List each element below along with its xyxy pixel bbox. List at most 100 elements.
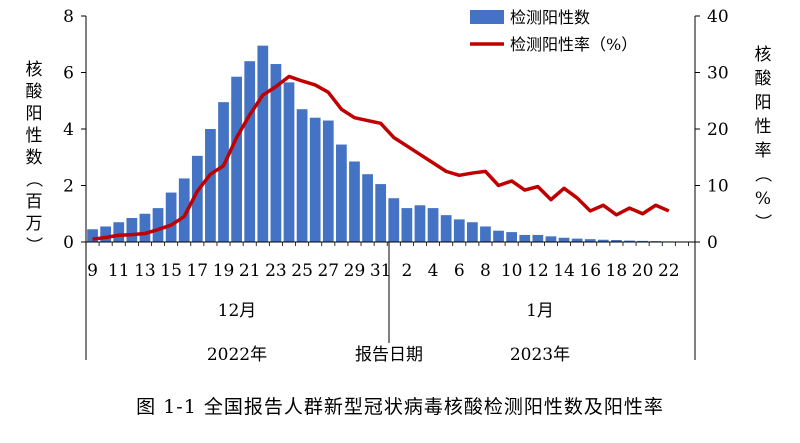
x-tick-label: 22 (658, 261, 680, 281)
x-title: 报告日期 (355, 345, 423, 365)
bar (611, 240, 622, 242)
y-left-tick-label: 6 (63, 64, 74, 84)
rate-line (92, 74, 670, 241)
x-title-bg (343, 343, 435, 365)
y-right-tick-label: 30 (707, 64, 729, 84)
x-tick-label: 21 (239, 261, 261, 281)
bar (349, 161, 360, 242)
bar (532, 234, 544, 242)
y-left-ticks: 0 2 4 6 8 (63, 7, 86, 253)
bar (113, 222, 125, 242)
y-right-tick-label: 20 (707, 120, 729, 140)
bar (388, 198, 400, 242)
x-tick-label: 20 (632, 261, 654, 281)
x-day-labels: 9 11 13 15 17 19 21 23 25 27 29 31 2 4 6 8 10 12 14 16 18 20 2… (85, 242, 689, 281)
x-tick-label: 10 (501, 261, 523, 281)
bar (558, 237, 570, 242)
x-tick-label: 8 (480, 261, 491, 281)
bar (597, 239, 609, 242)
axis-title-char: % (755, 189, 771, 209)
x-tick-label: 16 (579, 261, 601, 281)
x-tick-label: 13 (134, 261, 156, 281)
bar (100, 226, 112, 242)
bar (231, 76, 242, 243)
bar (440, 215, 452, 242)
axis-title-char: 万 (26, 214, 43, 234)
bar (205, 129, 216, 242)
x-tick-label: 12 (527, 261, 549, 281)
bar (270, 64, 282, 242)
x-tick-label: 14 (553, 261, 575, 281)
y-left-tick-label: 0 (63, 233, 74, 253)
bar (336, 144, 347, 242)
x-tick-label: 25 (291, 261, 313, 281)
y-right-tick-label: 40 (707, 7, 729, 27)
x-tick-label: 19 (213, 261, 235, 281)
axis-title-char: ） (752, 214, 772, 231)
axis-title-char: 性 (26, 126, 43, 146)
axis-title-char: 率 (755, 141, 772, 161)
bar (87, 229, 98, 242)
year-label-2022: 2022年 (207, 345, 267, 365)
legend-bar-label: 检测阳性数 (510, 8, 590, 27)
bar (401, 208, 413, 242)
bar (152, 208, 164, 242)
x-tick-label: 6 (454, 261, 465, 281)
month-label-jan: 1月 (526, 301, 554, 321)
x-tick-label: 11 (108, 261, 130, 281)
bar (165, 192, 177, 242)
bar (178, 178, 190, 242)
month-label-dec: 12月 (218, 301, 257, 321)
x-tick-label: 2 (401, 261, 412, 281)
bar (322, 120, 334, 242)
bar (244, 61, 256, 243)
bar (519, 234, 531, 242)
axis-title-char: 阳 (26, 104, 43, 124)
legend-bar-swatch (470, 10, 504, 24)
y-left-tick-label: 2 (63, 177, 74, 197)
bar (296, 109, 308, 242)
bar (624, 240, 635, 242)
bar (545, 236, 557, 242)
y-right-ticks: 0 10 20 30 40 (695, 7, 729, 253)
x-tick-label: 17 (186, 261, 208, 281)
bar (362, 174, 373, 242)
bar (427, 208, 439, 242)
bar (584, 239, 596, 242)
bar (493, 230, 504, 242)
legend-line-label: 检测阳性率（%） (510, 35, 637, 54)
y-left-tick-label: 8 (63, 7, 74, 27)
y-right-tick-label: 0 (707, 233, 718, 253)
bar (466, 222, 478, 242)
bar (139, 213, 151, 242)
x-tick-label: 4 (428, 261, 439, 281)
bar (309, 117, 321, 242)
bar (637, 240, 648, 242)
x-tick-label: 9 (87, 261, 98, 281)
bar (126, 217, 138, 242)
axis-title-char: ） (23, 237, 43, 254)
bar (218, 102, 229, 242)
axis-title-char: （ (23, 171, 43, 188)
bar (257, 45, 269, 242)
x-tick-label: 27 (317, 261, 339, 281)
axis-title-char: 阳 (755, 93, 772, 113)
legend: 检测阳性数 检测阳性率（%） (470, 8, 637, 54)
axis-title-char: 百 (26, 192, 43, 212)
bar (414, 205, 426, 242)
axis-title-char: 核 (755, 45, 772, 65)
axis-title-char: 酸 (755, 69, 772, 89)
axis-title-char: 性 (755, 117, 772, 137)
x-tick-label: 29 (344, 261, 366, 281)
axis-title-char: 核 (26, 60, 43, 80)
y-left-tick-label: 4 (63, 120, 74, 140)
bar (571, 238, 583, 242)
bar (283, 82, 295, 242)
x-tick-label: 15 (160, 261, 182, 281)
axis-title-char: （ (752, 166, 772, 183)
year-label-2023: 2023年 (510, 345, 570, 365)
bar (453, 219, 465, 242)
